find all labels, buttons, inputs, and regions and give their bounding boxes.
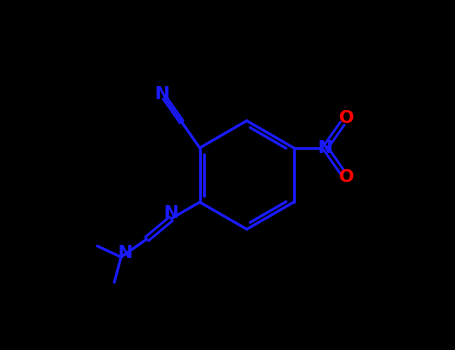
Text: N: N xyxy=(117,244,132,261)
Text: N: N xyxy=(155,85,170,103)
Text: O: O xyxy=(338,168,354,187)
Text: O: O xyxy=(338,109,354,127)
Text: N: N xyxy=(318,139,333,157)
Text: N: N xyxy=(163,204,178,223)
